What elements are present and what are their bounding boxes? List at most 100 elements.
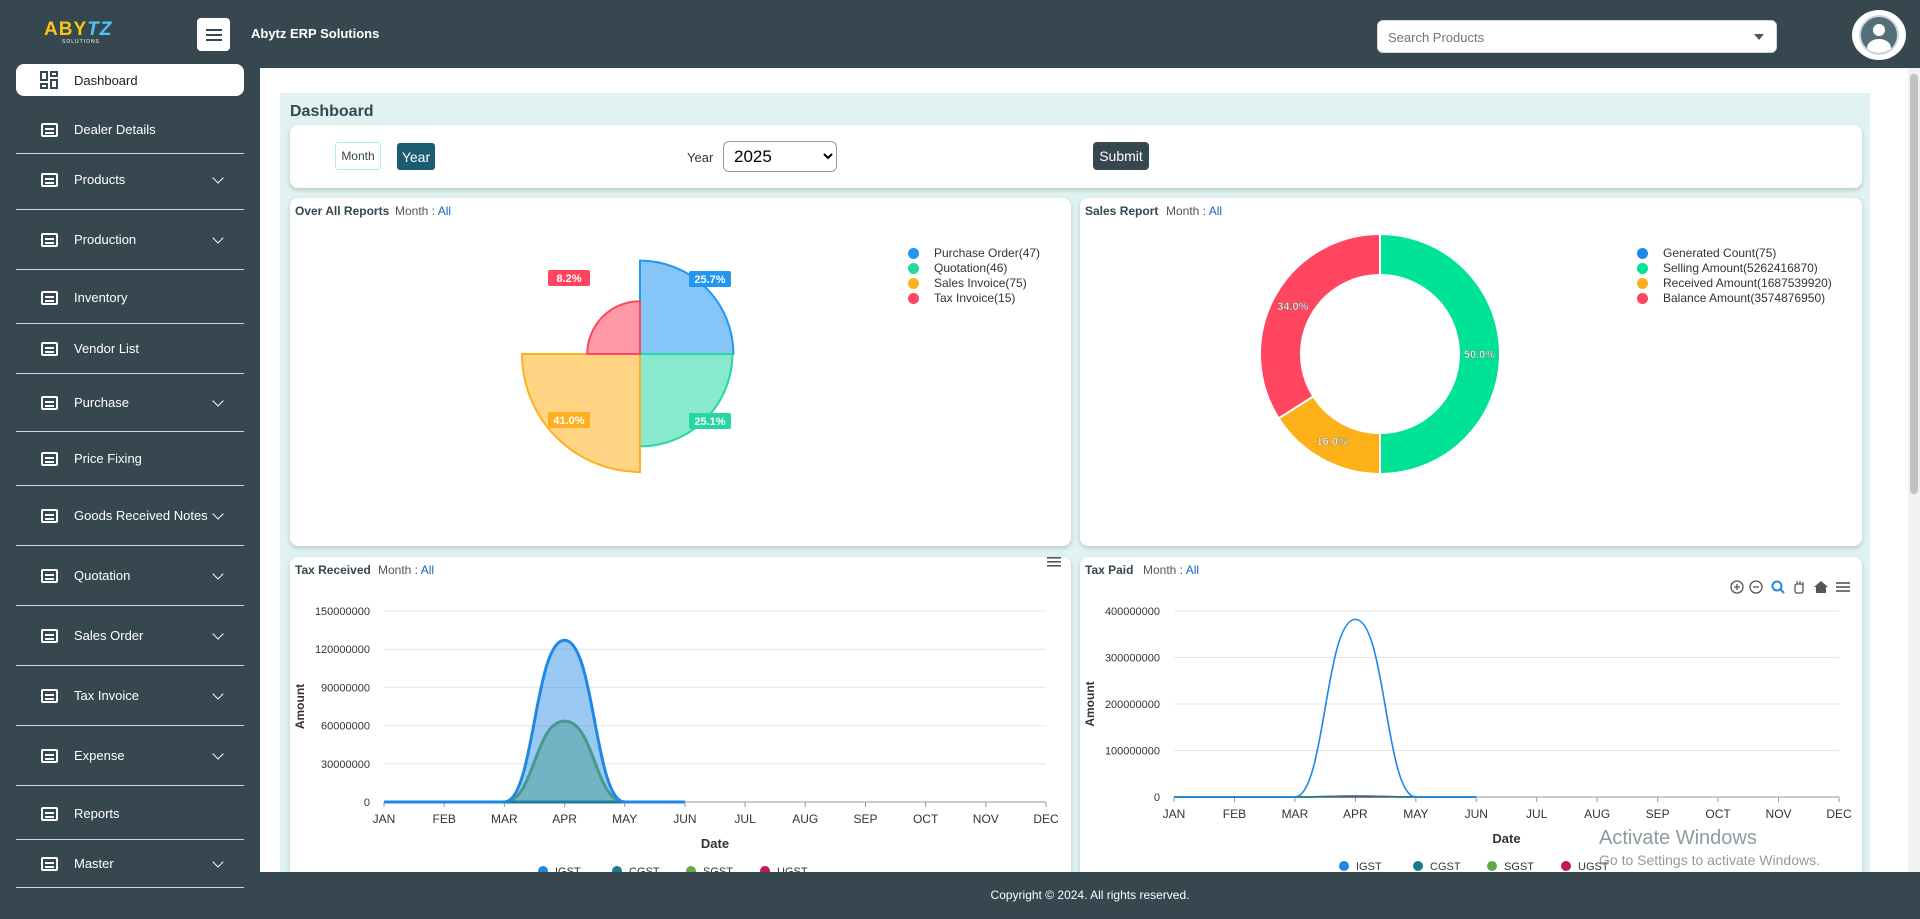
sidebar-item-label: Dealer Details xyxy=(74,122,156,137)
legend-item[interactable]: Tax Invoice(15) xyxy=(908,291,1015,305)
sidebar-item-goods-received-notes[interactable]: Goods Received Notes xyxy=(16,486,244,546)
chevron-down-icon[interactable] xyxy=(212,171,224,184)
legend-marker xyxy=(1637,247,1648,259)
overall-reports-title: Over All Reports xyxy=(295,204,390,218)
donut-slice xyxy=(1259,232,1381,420)
month-prefix: Month : xyxy=(378,563,419,577)
user-avatar[interactable] xyxy=(1852,10,1906,60)
donut-slice xyxy=(1379,232,1501,476)
legend-label: UGST xyxy=(777,866,808,872)
company-logo[interactable]: ABYTZ SOLUTIONS xyxy=(44,19,113,45)
overall-reports-month-filter[interactable]: Month : All xyxy=(395,204,451,218)
pie-slice xyxy=(639,259,735,355)
submit-button[interactable]: Submit xyxy=(1093,142,1149,170)
sidebar-item-vendor-list[interactable]: Vendor List xyxy=(16,324,244,374)
month-toggle-button[interactable]: Month xyxy=(335,142,381,170)
data-label: 25.7% xyxy=(694,274,725,286)
sidebar-item-dealer-details[interactable]: Dealer Details xyxy=(16,106,244,154)
sidebar-item-sales-order[interactable]: Sales Order xyxy=(16,606,244,666)
sidebar-item-tax-invoice[interactable]: Tax Invoice xyxy=(16,666,244,726)
sidebar-item-purchase[interactable]: Purchase xyxy=(16,374,244,432)
overall-reports-chart: 25.7% 25.1% 41.0% 8.2% xyxy=(520,259,735,474)
pie-slice xyxy=(586,300,641,355)
legend-item[interactable]: Received Amount(1687539920) xyxy=(1637,276,1832,290)
tax-paid-month-filter[interactable]: Month : All xyxy=(1143,563,1199,577)
page-title: Dashboard xyxy=(290,103,374,120)
zoom-out-icon[interactable] xyxy=(1749,580,1763,594)
search-products-field[interactable] xyxy=(1377,20,1777,54)
data-label: 25.1% xyxy=(694,416,725,428)
chevron-down-icon[interactable] xyxy=(212,747,224,760)
sales-report-month-filter[interactable]: Month : All xyxy=(1166,204,1222,218)
x-tick-label: NOV xyxy=(1766,807,1792,821)
data-label-box xyxy=(548,412,590,428)
page-scrollbar[interactable] xyxy=(1908,68,1920,872)
x-tick-label: AUG xyxy=(1584,807,1610,821)
menu-icon[interactable] xyxy=(1836,582,1850,592)
chevron-down-icon[interactable] xyxy=(212,855,224,868)
data-label: 8.2% xyxy=(556,273,581,285)
icon-shape xyxy=(1779,588,1785,594)
tax-paid-card xyxy=(1080,557,1862,887)
year-toggle-button[interactable]: Year xyxy=(397,143,435,170)
legend-item[interactable]: Selling Amount(5262416870) xyxy=(1637,261,1818,275)
icon-shape xyxy=(1771,580,1783,592)
x-tick-label: JAN xyxy=(373,812,396,826)
x-tick-label: SEP xyxy=(1646,807,1670,821)
x-tick-label: MAY xyxy=(612,812,637,826)
legend-item[interactable]: Generated Count(75) xyxy=(1637,246,1776,260)
x-tick-label: MAR xyxy=(491,812,518,826)
search-input[interactable] xyxy=(1378,21,1740,54)
x-tick-label: AUG xyxy=(792,812,818,826)
sidebar-item-reports[interactable]: Reports xyxy=(16,788,244,840)
chart-menu-icon[interactable] xyxy=(1047,557,1061,567)
y-tick-label: 120000000 xyxy=(315,644,370,656)
chevron-down-icon[interactable] xyxy=(212,627,224,640)
scrollbar-thumb[interactable] xyxy=(1910,74,1918,494)
menu-toggle-button[interactable] xyxy=(197,18,230,51)
legend-marker xyxy=(1413,861,1423,871)
sidebar-item-products[interactable]: Products xyxy=(16,150,244,210)
sidebar: Dashboard Dealer Details Products Productio… xyxy=(0,64,260,919)
legend-marker xyxy=(1637,262,1648,274)
sidebar-item-price-fixing[interactable]: Price Fixing xyxy=(16,432,244,486)
year-select[interactable]: 2025 xyxy=(723,141,837,172)
legend-label: Tax Invoice(15) xyxy=(934,291,1016,305)
sidebar-item-production[interactable]: Production xyxy=(16,210,244,270)
sidebar-item-expense[interactable]: Expense xyxy=(16,726,244,786)
chevron-down-icon[interactable] xyxy=(212,687,224,700)
pan-hand-icon[interactable] xyxy=(1794,581,1804,594)
legend-item[interactable]: Balance Amount(3574876950) xyxy=(1637,291,1825,305)
chevron-down-icon[interactable] xyxy=(212,567,224,580)
sidebar-item-quotation[interactable]: Quotation xyxy=(16,546,244,606)
legend-item[interactable]: Quotation(46) xyxy=(908,261,1007,275)
chevron-down-icon[interactable] xyxy=(1754,34,1764,40)
chevron-down-icon[interactable] xyxy=(212,231,224,244)
chevron-down-icon[interactable] xyxy=(212,507,224,520)
sidebar-item-label: Production xyxy=(74,232,137,247)
legend-item[interactable]: Sales Invoice(75) xyxy=(908,276,1027,290)
x-tick-label: FEB xyxy=(433,812,456,826)
legend-item[interactable]: Purchase Order(47) xyxy=(908,246,1040,260)
month-prefix: Month : xyxy=(1166,204,1207,218)
sidebar-item-inventory[interactable]: Inventory xyxy=(16,272,244,324)
pie-slice xyxy=(639,353,734,448)
sidebar-item-label: Expense xyxy=(74,748,125,763)
series-line xyxy=(1174,618,1477,798)
x-tick-label: MAY xyxy=(1403,807,1428,821)
x-axis-title: Date xyxy=(701,836,729,851)
archive-icon xyxy=(40,289,60,307)
zoom-in-icon[interactable] xyxy=(1730,580,1744,594)
legend-label: Quotation(46) xyxy=(934,261,1008,275)
magnifier-icon[interactable] xyxy=(1771,580,1785,594)
sidebar-item-master[interactable]: Master xyxy=(16,840,244,888)
chevron-down-icon[interactable] xyxy=(212,394,224,407)
sidebar-item-dashboard[interactable]: Dashboard xyxy=(16,64,244,96)
expense-list-icon xyxy=(40,747,60,765)
sidebar-item-label: Reports xyxy=(74,806,120,821)
tax-received-month-filter[interactable]: Month : All xyxy=(378,563,434,577)
data-label: 41.0% xyxy=(553,415,584,427)
legend-marker xyxy=(1561,861,1571,871)
menu-bar xyxy=(1047,561,1061,563)
home-icon[interactable] xyxy=(1814,581,1828,593)
